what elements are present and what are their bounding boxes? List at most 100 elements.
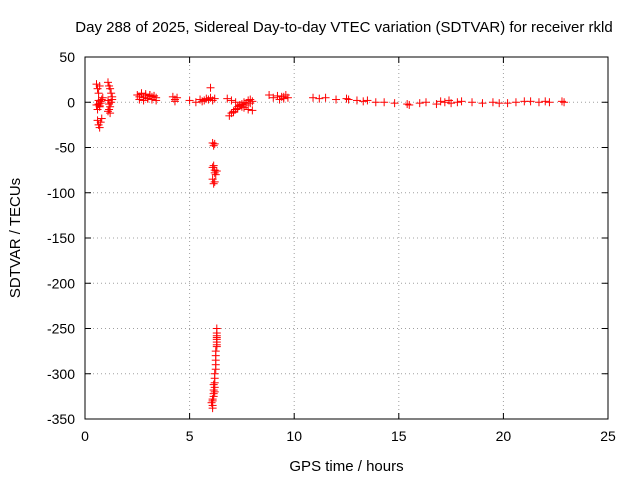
- data-point: [283, 93, 292, 102]
- data-point: [210, 177, 219, 186]
- data-point: [96, 118, 105, 127]
- data-point: [106, 109, 115, 118]
- data-point: [95, 123, 104, 132]
- data-point: [227, 109, 236, 118]
- data-point: [97, 95, 106, 104]
- data-point: [233, 104, 242, 113]
- data-point: [229, 108, 238, 117]
- x-tick-label: 0: [81, 428, 89, 444]
- data-point: [440, 98, 449, 107]
- data-point: [321, 93, 330, 102]
- data-point: [206, 83, 215, 92]
- data-point: [191, 98, 200, 107]
- data-point: [248, 106, 257, 115]
- y-tick-label: -100: [47, 185, 75, 201]
- data-point: [242, 100, 251, 109]
- y-tick-label: -350: [47, 411, 75, 427]
- data-point: [503, 99, 512, 108]
- x-tick-label: 5: [186, 428, 194, 444]
- data-point: [211, 365, 220, 374]
- data-point: [95, 101, 104, 110]
- data-point: [309, 93, 318, 102]
- data-point: [96, 97, 105, 106]
- y-tick-label: 50: [59, 49, 75, 65]
- data-point: [265, 91, 274, 100]
- data-point: [269, 93, 278, 102]
- data-point: [95, 81, 104, 90]
- data-point: [173, 93, 182, 102]
- x-tick-label: 20: [496, 428, 512, 444]
- data-point: [421, 98, 430, 107]
- data-point: [133, 91, 142, 100]
- data-point: [108, 95, 117, 104]
- data-point: [541, 97, 550, 106]
- data-point: [342, 94, 351, 103]
- data-point: [560, 98, 569, 107]
- data-point: [207, 398, 216, 407]
- data-point: [212, 167, 221, 176]
- data-point: [248, 97, 257, 106]
- data-point: [196, 95, 205, 104]
- y-tick-label: -50: [55, 140, 75, 156]
- data-point: [432, 100, 441, 109]
- y-tick-label: 0: [67, 94, 75, 110]
- data-point: [210, 168, 219, 177]
- data-point: [403, 100, 412, 109]
- data-point: [208, 96, 217, 105]
- plot-frame: [84, 56, 609, 420]
- data-point: [150, 91, 159, 100]
- data-point: [273, 91, 282, 100]
- x-tick-label: 10: [286, 428, 302, 444]
- data-point: [210, 139, 219, 148]
- data-point: [279, 92, 288, 101]
- data-point: [145, 91, 154, 100]
- data-point: [137, 89, 146, 98]
- y-tick-label: -250: [47, 321, 75, 337]
- x-axis-label: GPS time / hours: [289, 458, 403, 475]
- data-point: [94, 89, 103, 98]
- data-point: [447, 99, 456, 108]
- data-point: [135, 95, 144, 104]
- data-point: [198, 97, 207, 106]
- data-point: [390, 99, 399, 108]
- data-point: [363, 96, 372, 105]
- data-point: [478, 99, 487, 108]
- data-point: [453, 98, 462, 107]
- data-point: [209, 161, 218, 170]
- data-point: [202, 94, 211, 103]
- data-point: [170, 97, 179, 106]
- data-point: [210, 94, 219, 103]
- data-point: [352, 96, 361, 105]
- data-point: [185, 96, 194, 105]
- data-point: [457, 97, 466, 106]
- x-tick-label: 15: [391, 428, 407, 444]
- data-point: [511, 98, 520, 107]
- data-point: [488, 98, 497, 107]
- data-point: [107, 89, 116, 98]
- data-point: [147, 95, 156, 104]
- data-point: [209, 141, 218, 150]
- data-point: [495, 99, 504, 108]
- data-point: [223, 94, 232, 103]
- data-point: [208, 404, 217, 413]
- data-point: [211, 170, 220, 179]
- data-point: [237, 102, 246, 111]
- data-points: [92, 78, 569, 413]
- data-point: [209, 179, 218, 188]
- data-point: [104, 78, 113, 87]
- data-point: [275, 95, 284, 104]
- data-point: [97, 114, 106, 123]
- y-tick-label: -200: [47, 275, 75, 291]
- data-point: [534, 98, 543, 107]
- data-point: [246, 99, 255, 108]
- data-point: [244, 105, 253, 114]
- data-point: [415, 99, 424, 108]
- data-point: [344, 95, 353, 104]
- data-point: [106, 84, 115, 93]
- data-point: [152, 96, 161, 105]
- y-tick-label: -300: [47, 366, 75, 382]
- data-point: [545, 98, 554, 107]
- data-point: [332, 95, 341, 104]
- data-point: [359, 97, 368, 106]
